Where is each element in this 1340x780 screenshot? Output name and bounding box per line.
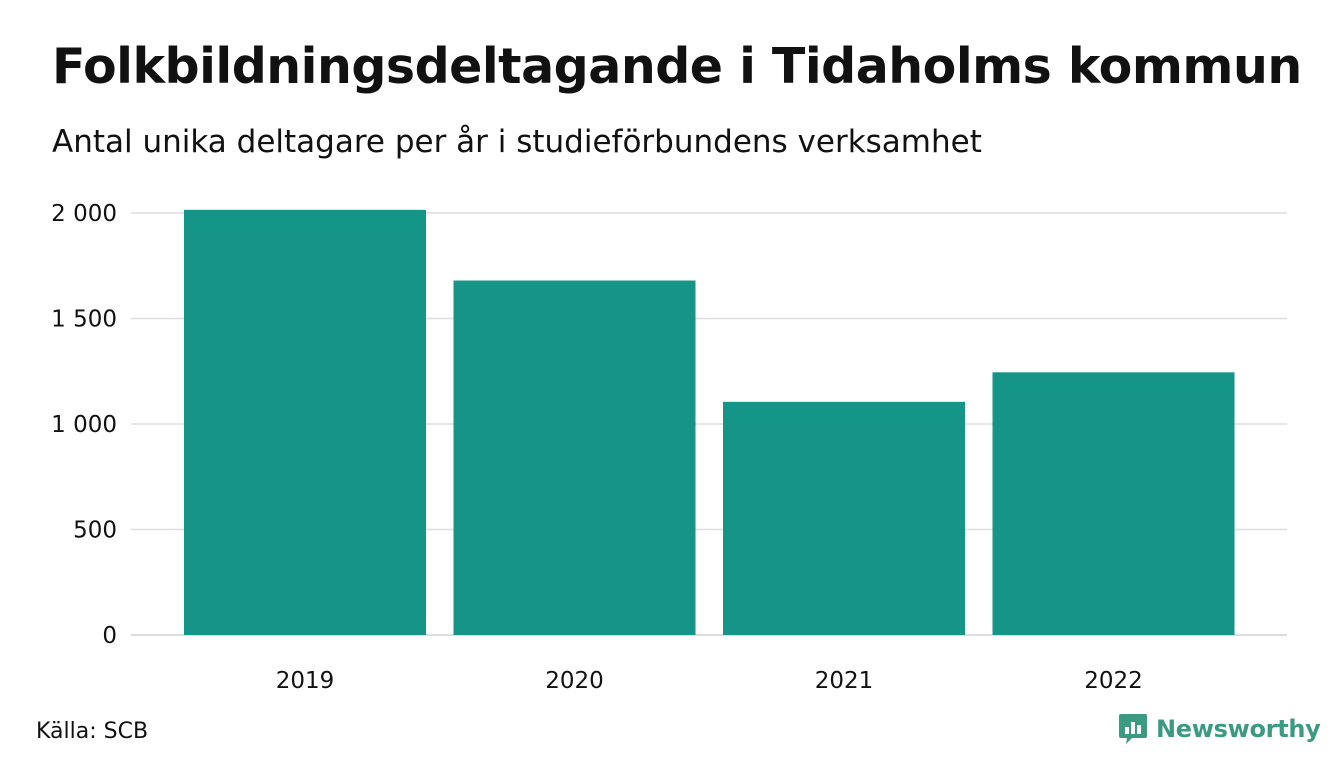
bar-2022: [992, 372, 1235, 635]
chart-title: Folkbildningsdeltagande i Tidaholms komm…: [52, 38, 1302, 95]
y-tick-label: 0: [102, 623, 117, 649]
brand-name: Newsworthy: [1156, 715, 1321, 743]
y-tick-label: 500: [73, 518, 117, 544]
x-tick-label: 2020: [545, 668, 604, 694]
y-tick-label: 2 000: [51, 201, 117, 227]
bar-2020: [453, 280, 696, 635]
x-tick-label: 2022: [1084, 668, 1143, 694]
source-note: Källa: SCB: [36, 719, 149, 744]
bars: [184, 209, 1235, 635]
y-tick-label: 1 500: [51, 307, 117, 333]
x-tick-label: 2019: [276, 668, 335, 694]
brand-logo: Newsworthy: [1118, 712, 1321, 746]
chart-subtitle: Antal unika deltagare per år i studieför…: [52, 124, 982, 160]
x-tick-label: 2021: [815, 668, 874, 694]
chart-speech-bubble-icon: [1119, 714, 1147, 744]
x-axis-ticks: 2019 2020 2021 2022: [276, 668, 1143, 694]
y-tick-label: 1 000: [51, 412, 117, 438]
bar-2019: [184, 209, 426, 635]
y-axis-ticks: 0 500 1 000 1 500 2 000: [51, 201, 117, 649]
bar-2021: [723, 401, 965, 635]
